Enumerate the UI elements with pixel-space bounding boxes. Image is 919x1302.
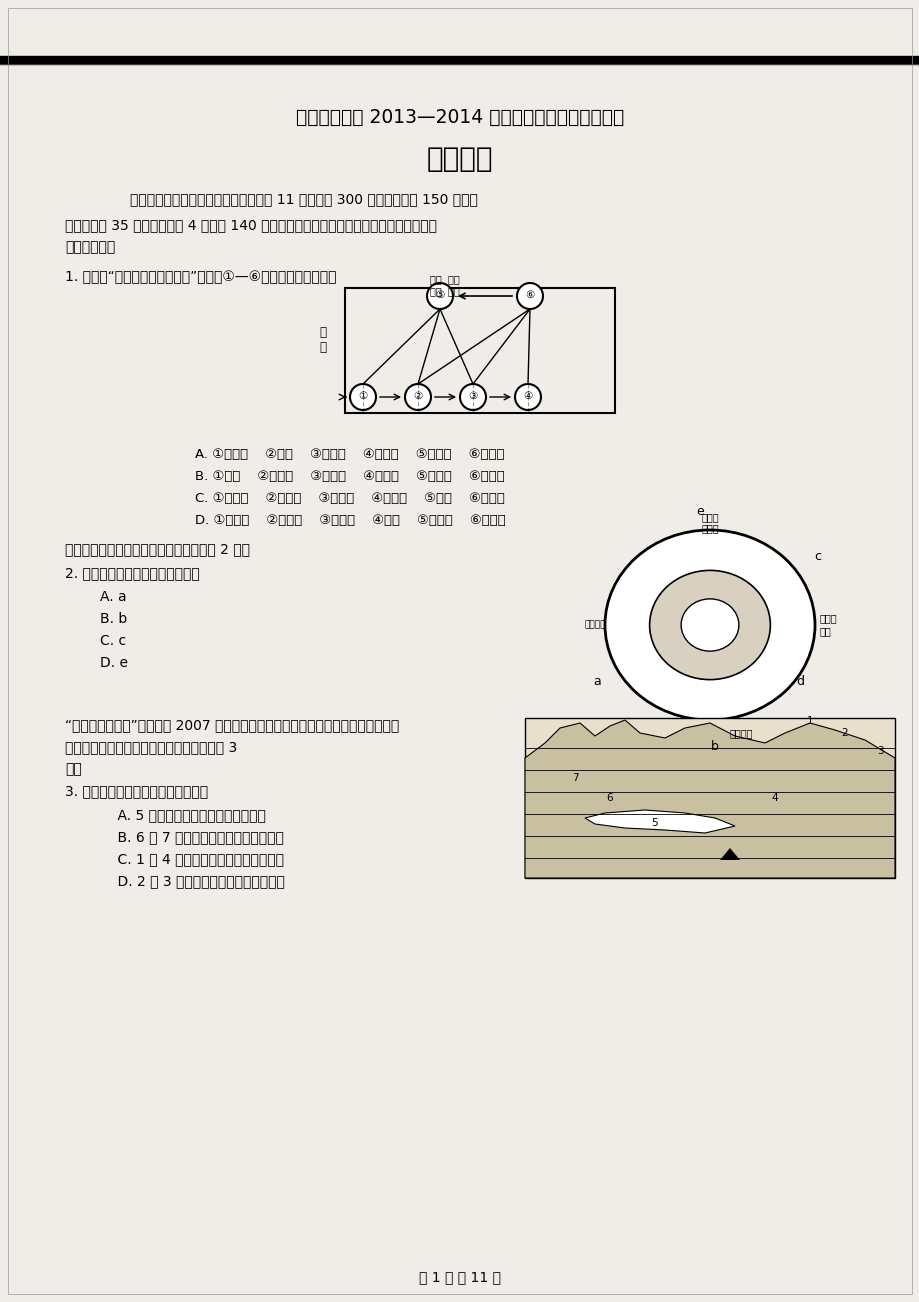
Text: b: b <box>710 740 718 753</box>
Text: 读沿南回归线所作的地址剖面图，判断第 2 题。: 读沿南回归线所作的地址剖面图，判断第 2 题。 <box>65 542 250 556</box>
Text: 3. 关于图示各部位的叙述，正确的是: 3. 关于图示各部位的叙述，正确的是 <box>65 784 208 798</box>
Text: “中国南方喀斯特”是我国在 2007 年唯一申请世界自然遗产的项目，其独特的地质地: “中国南方喀斯特”是我国在 2007 年唯一申请世界自然遗产的项目，其独特的地质… <box>65 717 399 732</box>
Text: 一、本题共 35 小题，每小题 4 分，共 140 分。每小题给出的四个选项中，只有一个选项符: 一、本题共 35 小题，每小题 4 分，共 140 分。每小题给出的四个选项中，… <box>65 217 437 232</box>
Text: 岳加剥削: 岳加剥削 <box>584 620 606 629</box>
Text: 4: 4 <box>771 793 777 803</box>
Circle shape <box>460 384 485 410</box>
Text: ⑤: ⑤ <box>435 290 444 299</box>
Text: D. e: D. e <box>100 656 128 671</box>
Text: c: c <box>813 549 821 562</box>
Polygon shape <box>525 720 894 878</box>
Polygon shape <box>720 848 739 861</box>
Text: ③: ③ <box>468 391 477 401</box>
Text: 太太平: 太太平 <box>700 512 718 522</box>
Text: 2. 图中字母位于板块消亡边界的是: 2. 图中字母位于板块消亡边界的是 <box>65 566 199 579</box>
Text: 貌景观成为人们关注的焦点。读图，完成第 3: 貌景观成为人们关注的焦点。读图，完成第 3 <box>65 740 237 754</box>
Text: A. 5 为地下河，因断层面被侵蚀而成: A. 5 为地下河，因断层面被侵蚀而成 <box>100 809 266 822</box>
Text: ⑥: ⑥ <box>525 290 534 299</box>
Text: ④: ④ <box>523 391 532 401</box>
Text: 第 1 页 共 11 页: 第 1 页 共 11 页 <box>418 1269 501 1284</box>
Text: 中脊: 中脊 <box>819 626 831 635</box>
Circle shape <box>426 283 452 309</box>
Circle shape <box>515 384 540 410</box>
Text: 本试卷分选择题和非选择题两部分，共 11 页，满分 300 分，考试用时 150 分钟。: 本试卷分选择题和非选择题两部分，共 11 页，满分 300 分，考试用时 150… <box>130 191 477 206</box>
Circle shape <box>349 384 376 410</box>
Text: B. 6 和 7 两个小地貌均为侵蚀作用而成: B. 6 和 7 两个小地貌均为侵蚀作用而成 <box>100 829 284 844</box>
Text: C. ①喷出岩    ②沉积物    ③变质岩    ④沉积岩    ⑤岩浆    ⑥侵入岩: C. ①喷出岩 ②沉积物 ③变质岩 ④沉积岩 ⑤岩浆 ⑥侵入岩 <box>195 492 505 505</box>
Text: ①: ① <box>358 391 368 401</box>
Circle shape <box>516 283 542 309</box>
Text: 5: 5 <box>651 818 658 828</box>
Bar <box>525 717 894 878</box>
Text: A. ①喷出岩    ②岩浆    ③侵入岩    ④变质岩    ⑤岩浆岩    ⑥沉积岩: A. ①喷出岩 ②岩浆 ③侵入岩 ④变质岩 ⑤岩浆岩 ⑥沉积岩 <box>195 448 504 461</box>
Text: D. ①喷出岩    ②侵入岩    ③变质岩    ④岩浆    ⑤沉积岩    ⑥沉积物: D. ①喷出岩 ②侵入岩 ③变质岩 ④岩浆 ⑤沉积岩 ⑥沉积物 <box>195 514 505 527</box>
Text: 7: 7 <box>571 773 578 783</box>
Text: 拼接起: 拼接起 <box>700 523 718 533</box>
Text: ②: ② <box>413 391 422 401</box>
Text: d: d <box>795 674 803 687</box>
Text: 2: 2 <box>841 728 847 738</box>
Text: 搬运  沉积: 搬运 沉积 <box>429 286 460 296</box>
Text: 题。: 题。 <box>65 762 82 776</box>
Text: 文科综合: 文科综合 <box>426 145 493 173</box>
Text: e: e <box>696 505 703 518</box>
Ellipse shape <box>605 530 814 720</box>
Text: B. ①岩浆    ②侵入岩    ③变质岩    ④沉积岩    ⑤沉积物    ⑥喷出岩: B. ①岩浆 ②侵入岩 ③变质岩 ④沉积岩 ⑤沉积物 ⑥喷出岩 <box>195 470 505 483</box>
Text: C. c: C. c <box>100 634 126 648</box>
Ellipse shape <box>649 570 769 680</box>
Ellipse shape <box>680 599 738 651</box>
Text: 印度洋脊: 印度洋脊 <box>729 728 753 738</box>
Text: D. 2 和 3 之间是断层，为地壳运动而成: D. 2 和 3 之间是断层，为地壳运动而成 <box>100 874 285 888</box>
Text: B. b: B. b <box>100 612 127 626</box>
Text: A. a: A. a <box>100 590 127 604</box>
Text: 大西洋: 大西洋 <box>819 613 836 622</box>
Bar <box>345 288 614 413</box>
Text: 广东实验中学 2013—2014 学年（上）高三级期中考试: 广东实验中学 2013—2014 学年（上）高三级期中考试 <box>296 108 623 128</box>
Text: 岩
浆: 岩 浆 <box>319 326 326 354</box>
Circle shape <box>404 384 430 410</box>
Text: 风化  侵蚀: 风化 侵蚀 <box>429 273 460 284</box>
Text: a: a <box>593 674 600 687</box>
Text: 1: 1 <box>806 716 812 727</box>
Text: 6: 6 <box>606 793 613 803</box>
Text: 3: 3 <box>876 746 882 756</box>
Text: 合题目要求。: 合题目要求。 <box>65 240 115 254</box>
Text: 1. 下面是“二大岩石关系示意图”，图中①—⑥所代表的内容依次是: 1. 下面是“二大岩石关系示意图”，图中①—⑥所代表的内容依次是 <box>65 270 336 284</box>
Text: C. 1 和 4 两个小地貌均为流水侵蚀而成: C. 1 和 4 两个小地貌均为流水侵蚀而成 <box>100 852 284 866</box>
Polygon shape <box>584 810 734 833</box>
